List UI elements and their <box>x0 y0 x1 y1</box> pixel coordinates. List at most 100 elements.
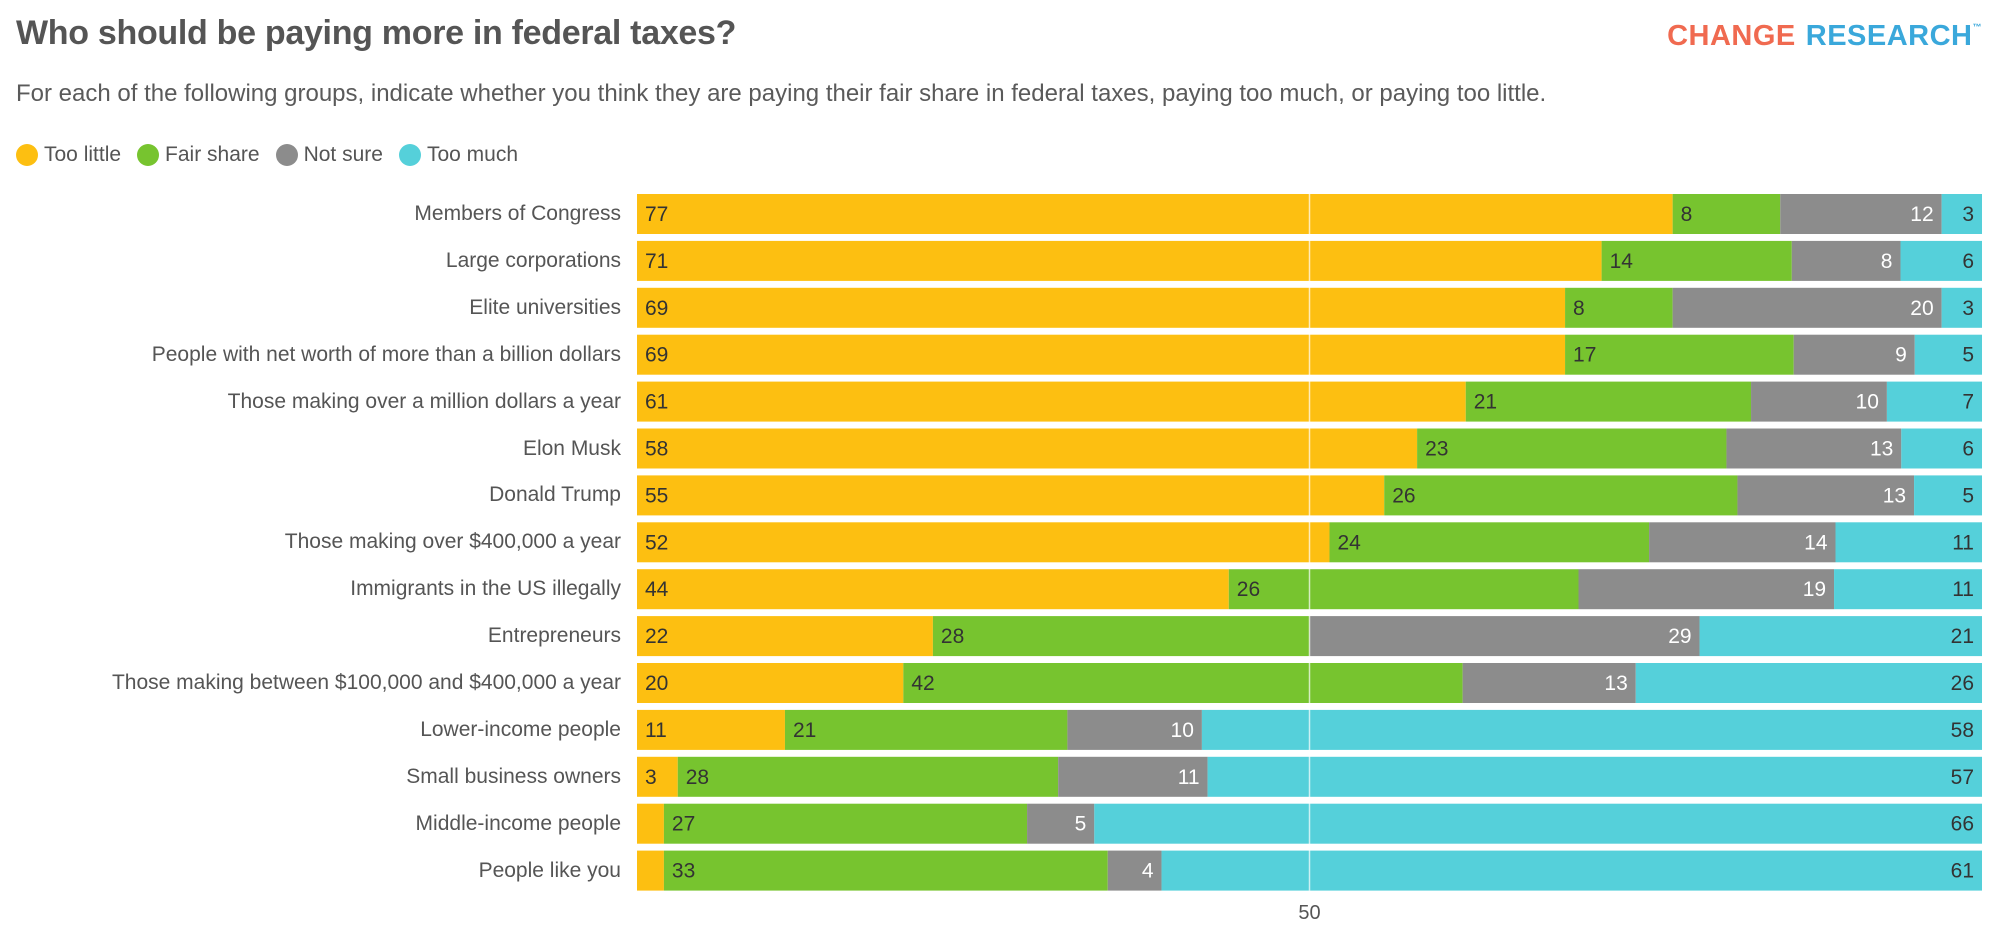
data-label-not-sure: 13 <box>1870 438 1893 461</box>
bar-segment-not-sure <box>1751 381 1887 422</box>
data-label-not-sure: 9 <box>1895 344 1907 367</box>
bar-segment-fair-share <box>784 709 1068 750</box>
data-label-not-sure: 13 <box>1604 672 1627 695</box>
bar-segment-too-much <box>1699 616 1982 657</box>
data-label-fair-share: 14 <box>1610 250 1634 273</box>
data-label-not-sure: 5 <box>1075 813 1087 836</box>
bar-segment-too-little <box>637 381 1466 422</box>
bar-segment-too-little <box>637 850 664 891</box>
data-label-too-little: 77 <box>645 203 668 226</box>
category-label: Members of Congress <box>414 202 621 225</box>
data-label-too-much: 7 <box>1962 391 1974 414</box>
change-research-logo: CHANGE RESEARCH™ <box>1667 20 1982 53</box>
bar-segment-too-much <box>1207 756 1982 797</box>
data-label-too-much: 3 <box>1962 297 1974 320</box>
data-label-fair-share: 21 <box>1474 391 1497 414</box>
data-label-too-much: 6 <box>1962 438 1974 461</box>
bar-segment-fair-share <box>663 850 1108 891</box>
legend-label: Too little <box>44 143 122 166</box>
chart-title: Who should be paying more in federal tax… <box>16 14 737 52</box>
bar-segment-not-sure <box>1791 240 1901 281</box>
bar-segment-not-sure <box>1649 522 1836 563</box>
data-label-not-sure: 12 <box>1910 203 1933 226</box>
bar-segment-fair-share <box>903 663 1463 703</box>
chart-subtitle: For each of the following groups, indica… <box>16 80 1547 107</box>
bar-segment-not-sure <box>1672 287 1942 328</box>
category-label: Those making over a million dollars a ye… <box>227 389 621 413</box>
bar-segment-too-much <box>1941 194 1982 234</box>
data-label-not-sure: 14 <box>1804 531 1828 554</box>
data-label-too-much: 3 <box>1962 203 1974 226</box>
data-label-not-sure: 10 <box>1856 391 1879 414</box>
data-label-too-little: 22 <box>645 625 668 648</box>
category-label: Entrepreneurs <box>487 624 621 648</box>
data-label-too-much: 66 <box>1951 813 1974 836</box>
category-label: Donald Trump <box>489 483 621 507</box>
bar-segment-not-sure <box>1107 850 1162 891</box>
data-label-fair-share: 33 <box>672 860 695 883</box>
bar-segment-fair-share <box>1417 428 1727 469</box>
bar-segment-not-sure <box>1462 663 1636 703</box>
bar-segment-fair-share <box>1565 287 1673 328</box>
category-label: Lower-income people <box>420 717 621 741</box>
data-label-too-much: 5 <box>1962 484 1974 507</box>
data-label-not-sure: 11 <box>1178 766 1200 789</box>
data-label-too-much: 11 <box>1952 531 1974 554</box>
data-label-fair-share: 8 <box>1573 297 1585 320</box>
legend-swatch-fair-share <box>137 144 160 166</box>
data-label-too-much: 57 <box>1951 766 1974 789</box>
category-label: Those making between $100,000 and $400,0… <box>111 671 621 694</box>
bar-segment-fair-share <box>677 756 1059 797</box>
category-label: Large corporations <box>445 248 621 272</box>
data-label-too-little: 20 <box>645 672 668 695</box>
bar-segment-too-much <box>1900 240 1982 281</box>
data-label-too-little: 3 <box>645 766 657 789</box>
data-label-too-much: 61 <box>1951 860 1974 883</box>
bar-segment-too-little <box>637 334 1566 375</box>
category-label: Those making over $400,000 a year <box>284 530 621 554</box>
category-label: Small business owners <box>406 764 621 788</box>
category-label: Elon Musk <box>522 436 621 460</box>
data-label-too-much: 58 <box>1951 719 1974 742</box>
bar-segment-not-sure <box>1737 475 1915 516</box>
bar-segment-fair-share <box>1465 381 1752 422</box>
data-label-too-little: 58 <box>645 438 668 461</box>
legend-swatch-too-much <box>398 144 421 166</box>
bar-segment-too-much <box>1886 381 1982 422</box>
bar-segment-fair-share <box>1384 475 1738 516</box>
logo-change: CHANGE <box>1667 20 1796 52</box>
data-label-fair-share: 27 <box>672 813 695 836</box>
bar-segment-fair-share <box>1672 194 1781 234</box>
data-label-not-sure: 4 <box>1142 860 1154 883</box>
bar-segment-not-sure <box>1027 803 1095 844</box>
legend-label: Fair share <box>165 143 260 166</box>
bar-segment-fair-share <box>1228 569 1579 610</box>
bar-segment-too-little <box>637 569 1229 610</box>
legend-item-fair-share: Fair share <box>137 143 260 167</box>
legend-item-too-much: Too much <box>398 143 518 167</box>
bar-segment-too-much <box>1834 569 1982 610</box>
logo-research: RESEARCH <box>1805 20 1973 52</box>
legend-swatch-not-sure <box>275 144 298 166</box>
data-label-fair-share: 28 <box>941 625 964 648</box>
data-label-too-little: 44 <box>645 578 669 601</box>
data-label-not-sure: 10 <box>1171 719 1194 742</box>
legend-swatch-too-little <box>16 144 38 166</box>
bar-segment-not-sure <box>1058 756 1208 797</box>
logo-trademark: ™ <box>1972 22 1982 32</box>
bar-segment-too-much <box>1635 663 1982 703</box>
legend: Too little Fair share Not sure Too much <box>16 143 534 167</box>
data-label-too-much: 5 <box>1962 344 1974 367</box>
data-label-too-little: 55 <box>645 484 668 507</box>
bar-segment-not-sure <box>1726 428 1902 469</box>
legend-label: Not sure <box>303 143 383 166</box>
data-label-not-sure: 8 <box>1881 250 1893 273</box>
data-label-not-sure: 20 <box>1910 297 1933 320</box>
data-label-fair-share: 42 <box>911 672 934 695</box>
data-label-not-sure: 29 <box>1668 625 1691 648</box>
bar-segment-not-sure <box>1793 334 1915 375</box>
data-label-fair-share: 21 <box>793 719 816 742</box>
bar-segment-not-sure <box>1309 616 1700 657</box>
data-label-too-little: 52 <box>645 531 668 554</box>
